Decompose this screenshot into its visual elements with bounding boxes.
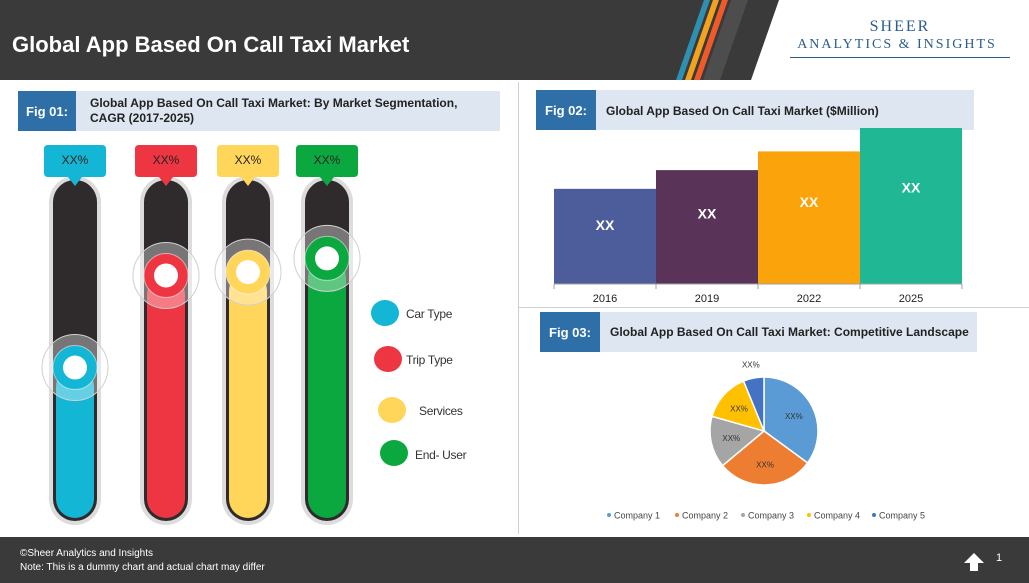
legend-label-company-4: Company 4 <box>814 511 860 521</box>
legend-label-services: Services <box>419 404 463 418</box>
pie-label-company-1: XX% <box>785 412 803 421</box>
data-label-services: XX% <box>235 153 262 167</box>
pie-label-company-2: XX% <box>756 460 774 469</box>
bar-2016 <box>554 188 656 284</box>
pie-label-company-5: XX% <box>742 360 760 369</box>
pie-label-company-4: XX% <box>730 405 748 414</box>
legend-marker-company-4 <box>807 513 811 517</box>
gauge-knob-center-trip-type <box>154 263 178 288</box>
legend-label-end-user: End- User <box>415 448 467 462</box>
bar-label-2016: XX <box>596 217 615 233</box>
data-label-trip-type: XX% <box>153 153 180 167</box>
gauge-fill-end-user <box>308 258 346 518</box>
footer-copyright: ©Sheer Analytics and Insights <box>20 548 153 559</box>
legend-marker-company-5 <box>872 513 876 517</box>
arrow-up-icon[interactable] <box>963 552 985 572</box>
data-callout-services <box>217 145 279 186</box>
fig3-title-bar <box>540 312 977 352</box>
bar-label-2019: XX <box>698 205 717 221</box>
logo-text-bottom: ANALYTICS & INSIGHTS <box>797 37 997 52</box>
legend-label-company-3: Company 3 <box>748 511 794 521</box>
x-tick-label-2019: 2019 <box>695 293 719 305</box>
fig1-title: Global App Based On Call Taxi Market: By… <box>90 96 458 125</box>
pie-slice-company-1 <box>763 376 819 464</box>
legend-marker-end-user <box>380 440 408 466</box>
footer-note: Note: This is a dummy chart and actual c… <box>20 562 265 573</box>
footer-bar <box>0 537 1029 583</box>
fig2-title-bar <box>536 90 974 130</box>
gauge-fill-trip-type <box>147 275 185 518</box>
pie-slice-company-5 <box>742 376 765 432</box>
legend-marker-company-3 <box>741 513 745 517</box>
fig2-tag: Fig 02: <box>536 90 596 130</box>
bar-label-2025: XX <box>902 179 921 195</box>
legend-marker-trip-type <box>374 346 402 372</box>
fig3-tag: Fig 03: <box>540 312 600 352</box>
x-tick-label-2016: 2016 <box>593 293 617 305</box>
logo-text-top: SHEER <box>869 18 931 35</box>
x-tick-label-2025: 2025 <box>899 293 923 305</box>
legend-label-company-5: Company 5 <box>879 511 925 521</box>
fig3-title: Global App Based On Call Taxi Market: Co… <box>610 325 969 339</box>
gauge-knob-center-end-user <box>315 246 339 271</box>
vertical-divider <box>518 82 519 534</box>
bar-2022 <box>758 151 860 284</box>
page-number: 1 <box>996 552 1003 564</box>
pie-slice-company-3 <box>709 415 766 467</box>
bar-2025 <box>860 128 962 284</box>
legend-marker-car-type <box>371 300 399 326</box>
gauge-fill-car-type <box>56 367 94 518</box>
fig3-pie-chart: XX% XX% XX% XX% XX% Company 1 Company 2 Company… <box>607 360 925 521</box>
page-title: Global App Based On Call Taxi Market <box>12 32 410 57</box>
fig1-gauge-chart: XX% XX% XX% XX% <box>41 145 408 525</box>
logo-underline <box>790 57 1010 58</box>
fig1-tag: Fig 01: <box>18 91 76 131</box>
x-tick-label-2022: 2022 <box>797 293 821 305</box>
data-label-end-user: XX% <box>314 153 341 167</box>
legend-label-company-2: Company 2 <box>682 511 728 521</box>
bar-label-2022: XX <box>800 194 819 210</box>
fig1-title-bar <box>18 91 500 131</box>
gauge-knob-center-car-type <box>63 355 87 380</box>
pie-label-company-3: XX% <box>722 434 740 443</box>
legend-marker-company-2 <box>675 513 679 517</box>
legend-label-car-type: Car Type <box>406 307 453 321</box>
fig2-bar-chart: XX 2016 XX 2019 XX 2022 XX 2025 <box>553 128 963 305</box>
pie-slice-company-2 <box>721 430 809 486</box>
data-callout-trip-type <box>135 145 197 186</box>
bar-2019 <box>656 170 758 284</box>
legend-label-trip-type: Trip Type <box>406 353 453 367</box>
data-callout-car-type <box>44 145 106 186</box>
logo-stripes <box>676 0 1029 80</box>
horizontal-divider <box>519 307 1029 308</box>
data-label-car-type: XX% <box>62 153 89 167</box>
gauge-knob-center-services <box>236 260 260 285</box>
fig2-title: Global App Based On Call Taxi Market ($M… <box>606 104 879 118</box>
legend-marker-services <box>378 397 406 423</box>
legend-label-company-1: Company 1 <box>614 511 660 521</box>
legend-marker-company-1 <box>607 513 611 517</box>
gauge-fill-services <box>229 272 267 518</box>
data-callout-end-user <box>296 145 358 186</box>
